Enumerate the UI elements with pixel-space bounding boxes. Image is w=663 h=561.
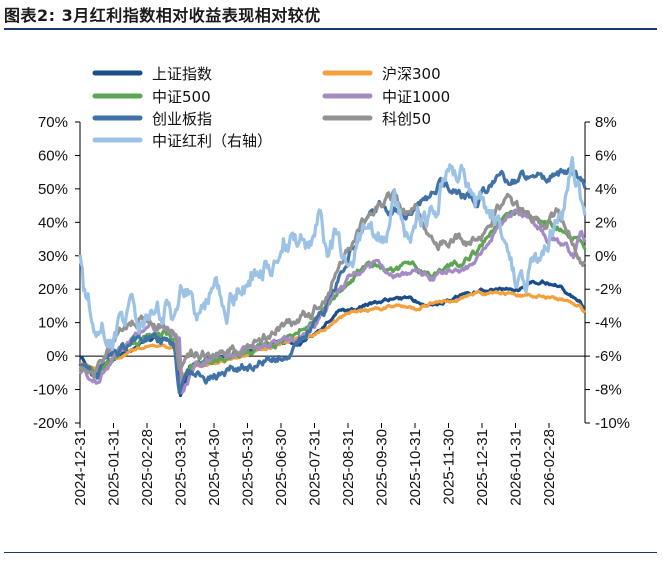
- series-line-6: [78, 188, 587, 380]
- left-tick-label: -10%: [33, 382, 68, 399]
- right-tick-label: -10%: [595, 415, 630, 432]
- left-tick-label: 10%: [38, 315, 68, 332]
- chart-title: 图表2: 3月红利指数相对收益表现相对较优: [4, 6, 321, 25]
- legend-label: 中证500: [152, 88, 211, 106]
- legend-label: 中证红利（右轴）: [152, 132, 272, 150]
- legend-label: 沪深300: [382, 65, 441, 83]
- x-tick-label: 2025-04-30: [206, 429, 223, 506]
- right-tick-label: 0%: [595, 248, 617, 265]
- right-tick-label: -6%: [595, 348, 622, 365]
- left-tick-label: 60%: [38, 147, 68, 164]
- left-tick-label: 30%: [38, 248, 68, 265]
- x-tick-label: 2025-02-28: [139, 429, 156, 506]
- x-tick-label: 2025-05-31: [240, 429, 257, 506]
- legend-label: 创业板指: [152, 110, 212, 128]
- title-underline: [4, 28, 657, 30]
- x-tick-label: 2026-01-31: [508, 429, 525, 506]
- bottom-divider: [4, 552, 657, 553]
- left-tick-label: 50%: [38, 181, 68, 198]
- right-tick-label: 8%: [595, 114, 617, 131]
- x-tick-label: 2025-01-31: [106, 429, 123, 506]
- series-line-2: [79, 289, 587, 379]
- x-tick-label: 2025-11-30: [441, 429, 458, 505]
- legend-label: 中证1000: [382, 88, 450, 106]
- x-tick-label: 2025-09-30: [374, 429, 391, 506]
- right-tick-label: 6%: [595, 147, 617, 164]
- series-line-5: [78, 167, 587, 395]
- x-tick-label: 2024-12-31: [72, 429, 89, 506]
- left-tick-label: 70%: [38, 114, 68, 131]
- right-tick-label: -8%: [595, 382, 622, 399]
- right-tick-label: -2%: [595, 281, 622, 298]
- legend-label: 科创50: [382, 110, 431, 128]
- x-tick-label: 2025-08-31: [340, 429, 357, 506]
- legend: 上证指数 沪深300 中证500 中证1000 创业板指 科创50 中证红利（右轴）: [92, 65, 450, 150]
- x-tick-label: 2025-07-31: [307, 429, 324, 506]
- left-tick-label: 40%: [38, 214, 68, 231]
- left-tick-label: 20%: [38, 281, 68, 298]
- right-tick-label: 2%: [595, 214, 617, 231]
- x-tick-label: 2025-06-30: [273, 429, 290, 506]
- x-tick-label: 2025-12-31: [474, 429, 491, 506]
- left-tick-label: -20%: [33, 415, 68, 432]
- right-tick-label: 4%: [595, 181, 617, 198]
- x-tick-label: 2025-03-31: [173, 429, 190, 506]
- x-tick-label: 2025-10-31: [407, 429, 424, 506]
- right-tick-label: -4%: [595, 315, 622, 332]
- legend-label: 上证指数: [152, 65, 212, 83]
- x-tick-label: 2026-02-28: [541, 429, 558, 506]
- axes: 70% 60% 50% 40% 30% 20% 10% 0% -10% -20% 8% 6% 4% 2% 0…: [33, 114, 630, 506]
- series-lines: [78, 156, 587, 398]
- series-line-7: [78, 156, 587, 352]
- left-tick-label: 0%: [46, 348, 68, 365]
